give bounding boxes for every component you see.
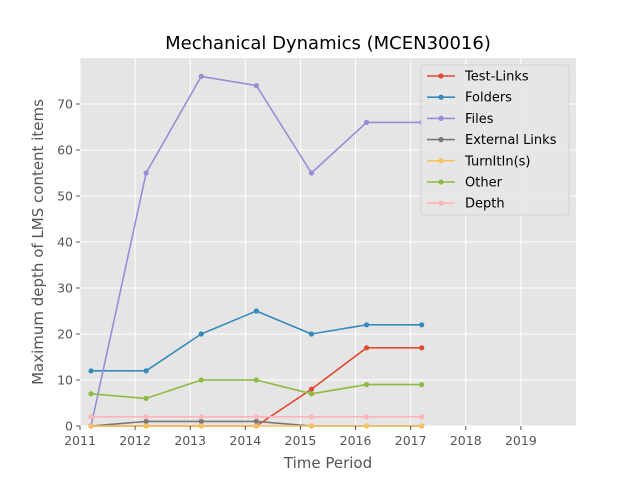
data-point-turnitin-s — [143, 423, 149, 429]
data-point-other — [363, 382, 370, 388]
y-tick-label: 0 — [65, 419, 73, 434]
data-point-test-links — [419, 345, 425, 351]
y-tick-label: 30 — [57, 281, 73, 296]
legend-item-external-links: External Links — [427, 133, 557, 148]
data-point-other — [253, 377, 259, 383]
data-point-other — [88, 391, 94, 397]
legend-label-external-links: External Links — [465, 133, 557, 148]
x-axis-ticks: 2011 2012 2013 2014 2015 2016 2017 2018 2019 — [64, 426, 537, 448]
legend-marker-files — [438, 115, 444, 121]
legend-item-depth: Depth — [427, 197, 505, 212]
legend-marker-turnitin-s — [438, 158, 444, 164]
data-point-test-links — [363, 345, 370, 351]
y-axis-ticks: 0 10 20 30 40 50 60 70 — [57, 97, 80, 434]
series-turnitin-s — [88, 423, 425, 429]
data-point-folders — [143, 368, 149, 374]
legend-item-test-links: Test-Links — [427, 70, 529, 85]
legend-marker-depth — [438, 200, 444, 206]
data-point-files — [198, 73, 204, 79]
data-point-folders — [253, 308, 259, 314]
series-other — [88, 377, 425, 401]
y-tick-label: 60 — [57, 143, 73, 158]
data-point-folders — [419, 322, 425, 328]
data-point-turnitin-s — [419, 423, 425, 429]
legend-label-turnitin-s: TurnItIn(s) — [464, 154, 530, 169]
series-group — [88, 73, 425, 429]
data-point-turnitin-s — [88, 423, 94, 429]
y-tick-label: 40 — [57, 235, 73, 250]
x-tick-label: 2016 — [340, 433, 372, 448]
data-point-external-links — [198, 418, 204, 424]
legend-label-other: Other — [465, 176, 503, 191]
legend-marker-test-links — [438, 73, 444, 79]
data-point-files — [143, 170, 149, 176]
data-point-depth — [88, 414, 94, 420]
x-axis-label: Time Period — [283, 454, 372, 472]
data-point-external-links — [253, 418, 259, 424]
x-tick-label: 2018 — [450, 433, 482, 448]
legend-item-turnitin-s: TurnItIn(s) — [427, 154, 530, 169]
legend: Test-Links Folders Files External Links Turn… — [420, 64, 570, 216]
data-point-other — [419, 382, 425, 388]
x-tick-label: 2012 — [119, 433, 151, 448]
data-point-depth — [143, 414, 149, 420]
y-tick-label: 70 — [57, 97, 73, 112]
data-point-turnitin-s — [308, 423, 315, 429]
x-tick-label: 2013 — [174, 433, 206, 448]
x-tick-label: 2014 — [229, 433, 261, 448]
data-point-folders — [198, 331, 204, 337]
data-point-depth — [363, 414, 370, 420]
data-point-folders — [363, 322, 370, 328]
legend-label-folders: Folders — [465, 91, 512, 106]
data-point-turnitin-s — [253, 423, 259, 429]
x-tick-label: 2017 — [395, 433, 427, 448]
y-tick-label: 10 — [57, 373, 73, 388]
data-point-files — [253, 83, 259, 89]
data-point-folders — [88, 368, 94, 374]
data-point-depth — [308, 414, 315, 420]
data-point-other — [198, 377, 204, 383]
legend-label-depth: Depth — [465, 197, 505, 212]
x-tick-label: 2015 — [285, 433, 317, 448]
data-point-files — [363, 119, 370, 125]
y-axis-label: Maximum depth of LMS content items — [29, 99, 47, 385]
data-point-other — [308, 391, 315, 397]
legend-label-files: Files — [465, 112, 494, 127]
legend-marker-external-links — [438, 137, 444, 143]
data-point-turnitin-s — [198, 423, 204, 429]
x-tick-label: 2019 — [505, 433, 537, 448]
legend-label-test-links: Test-Links — [464, 70, 529, 85]
data-point-folders — [308, 331, 315, 337]
data-point-depth — [419, 414, 425, 420]
y-tick-label: 50 — [57, 189, 73, 204]
legend-item-files: Files — [427, 112, 494, 127]
y-tick-label: 20 — [57, 327, 73, 342]
series-folders — [88, 308, 425, 374]
data-point-depth — [253, 414, 259, 420]
data-point-other — [143, 395, 149, 401]
data-point-external-links — [143, 418, 149, 424]
legend-box — [420, 64, 570, 216]
legend-item-folders: Folders — [427, 91, 512, 106]
chart-title: Mechanical Dynamics (MCEN30016) — [165, 33, 491, 54]
data-point-files — [308, 170, 315, 176]
legend-marker-folders — [438, 94, 444, 100]
x-tick-label: 2011 — [64, 433, 96, 448]
data-point-turnitin-s — [363, 423, 370, 429]
data-point-test-links — [308, 386, 315, 392]
legend-item-other: Other — [427, 176, 503, 191]
legend-marker-other — [438, 179, 444, 185]
series-depth — [88, 414, 425, 420]
data-point-depth — [198, 414, 204, 420]
